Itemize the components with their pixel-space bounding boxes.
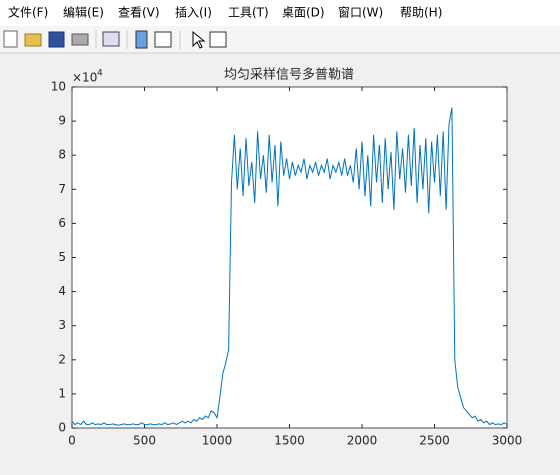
menu-item[interactable]: 插入(I) [175, 6, 212, 20]
y-multiplier: ×10 [72, 71, 97, 85]
link-icon[interactable] [102, 31, 120, 47]
x-tick-label: 3000 [492, 434, 523, 448]
axes [71, 86, 508, 429]
pointer-icon[interactable] [192, 30, 206, 49]
x-tick-label: 2000 [347, 434, 378, 448]
save-icon[interactable] [48, 31, 65, 48]
menu-item[interactable]: 查看(V) [118, 6, 160, 20]
menu-item[interactable]: 帮助(H) [400, 6, 442, 20]
toolbar [0, 26, 560, 53]
print-icon[interactable] [71, 33, 89, 46]
x-tick-label: 0 [68, 434, 76, 448]
open-icon[interactable] [24, 33, 42, 47]
y-tick-label: 4 [58, 284, 66, 298]
y-tick-label: 5 [58, 250, 66, 264]
colorbar-icon[interactable] [135, 30, 148, 49]
x-tick-label: 2500 [419, 434, 450, 448]
signal-line [71, 107, 508, 426]
x-tick-label: 500 [133, 434, 156, 448]
y-tick-label: 1 [58, 386, 66, 400]
y-tick-label: 2 [58, 352, 66, 366]
chart-title: 均匀采样信号多普勒谱 [224, 67, 354, 83]
menu-item[interactable]: 桌面(D) [282, 6, 325, 20]
menu-bar [0, 0, 560, 26]
property-icon[interactable] [209, 31, 227, 48]
y-tick-label: 8 [58, 148, 66, 162]
menu-item[interactable]: 编辑(E) [63, 5, 104, 20]
y-tick-label: 10 [51, 80, 66, 94]
toolbar-icons [3, 30, 227, 49]
y-tick-label: 6 [58, 216, 66, 230]
legend-icon[interactable] [154, 31, 172, 48]
menu-item[interactable]: 文件(F) [8, 5, 48, 20]
new-icon[interactable] [3, 30, 18, 48]
y-tick-label: 0 [58, 421, 66, 435]
x-tick-label: 1500 [274, 434, 305, 448]
x-tick-label: 1000 [202, 434, 233, 448]
y-multiplier-exponent: 4 [97, 69, 103, 79]
y-tick-label: 3 [58, 318, 66, 332]
y-tick-label: 9 [58, 114, 66, 128]
menu-item[interactable]: 工具(T) [228, 6, 269, 20]
y-tick-label: 7 [58, 182, 66, 196]
menu-item[interactable]: 窗口(W) [338, 6, 383, 20]
